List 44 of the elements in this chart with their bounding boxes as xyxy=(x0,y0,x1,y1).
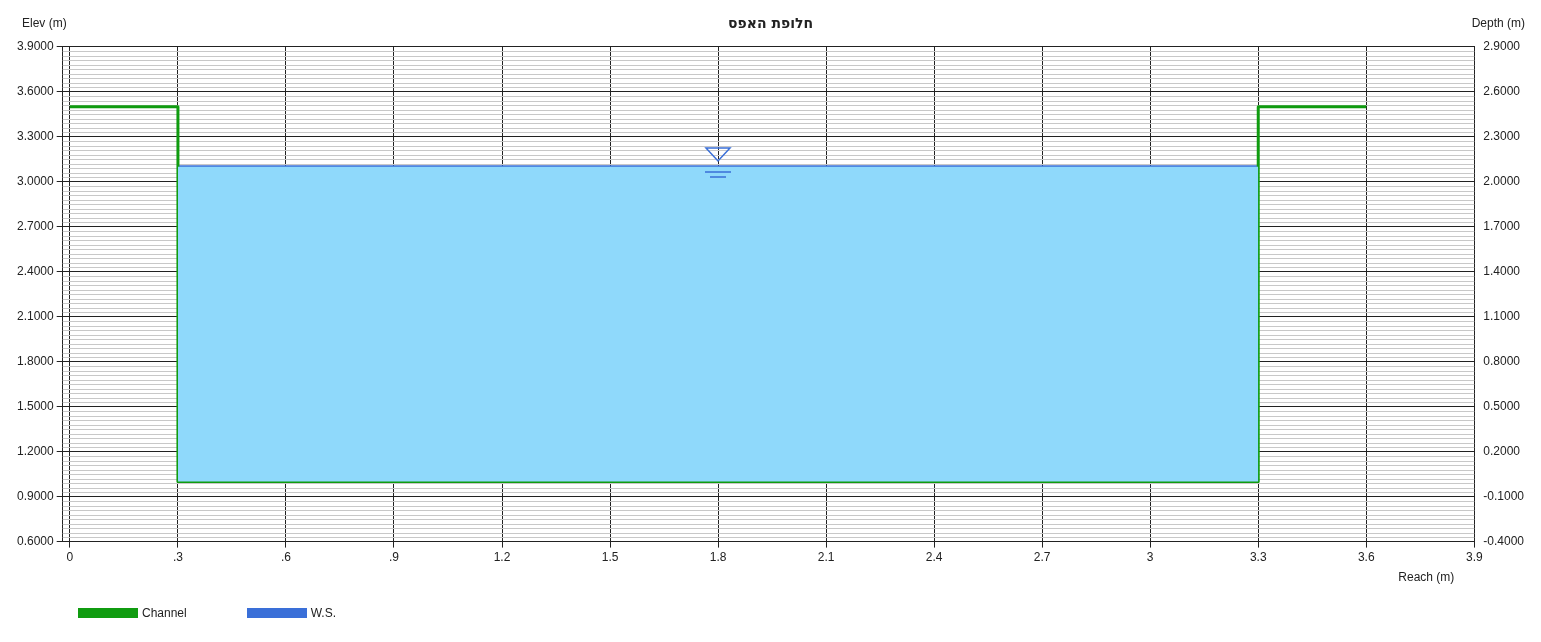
x-tick-label: .6 xyxy=(280,550,292,565)
x-tick-label: 1.2 xyxy=(493,550,511,565)
y-tick-label: 0.6000 xyxy=(17,533,55,548)
x-tick-label: 3.9 xyxy=(1465,550,1483,565)
y2-tick-label: 1.4000 xyxy=(1483,264,1521,279)
y2-tick-label: -0.1000 xyxy=(1483,488,1525,503)
chart-title: חלופת האפס xyxy=(727,15,814,32)
x-tick-label: .9 xyxy=(388,550,400,565)
y2-tick-label: 0.2000 xyxy=(1483,443,1521,458)
y2-tick-label: 2.6000 xyxy=(1483,84,1521,99)
y-tick-label: 2.7000 xyxy=(17,219,55,234)
x-tick-label: 2.4 xyxy=(925,550,943,565)
x-tick-label: 1.8 xyxy=(709,550,727,565)
y2-axis-title: Depth (m) xyxy=(1471,16,1525,31)
y-tick-label: 2.4000 xyxy=(17,264,55,279)
y-tick-label: 0.9000 xyxy=(17,488,55,503)
x-tick-label: 3.3 xyxy=(1249,550,1267,565)
y-tick-label: 1.2000 xyxy=(17,443,55,458)
x-tick-label: 3 xyxy=(1146,550,1154,565)
y-tick-label: 3.9000 xyxy=(17,39,55,54)
y2-tick-label: 0.5000 xyxy=(1483,398,1521,413)
y-axis-title: Elev (m) xyxy=(22,16,67,31)
x-axis-title: Reach (m) xyxy=(1398,569,1455,584)
y-tick-label: 1.8000 xyxy=(17,353,55,368)
y2-tick-label: 2.0000 xyxy=(1483,174,1521,189)
y-tick-label: 3.0000 xyxy=(17,174,55,189)
y-tick-label: 1.5000 xyxy=(17,398,55,413)
x-tick-label: 3.6 xyxy=(1357,550,1375,565)
x-tick-label: 1.5 xyxy=(601,550,619,565)
x-tick-label: .3 xyxy=(172,550,184,565)
x-tick-label: 2.1 xyxy=(817,550,835,565)
x-tick-label: 2.7 xyxy=(1033,550,1051,565)
y2-tick-label: -0.4000 xyxy=(1483,533,1525,548)
y2-tick-label: 1.1000 xyxy=(1483,309,1521,323)
y2-tick-label: 0.8000 xyxy=(1483,353,1521,368)
y-tick-label: 2.1000 xyxy=(17,309,55,323)
y2-tick-label: 2.9000 xyxy=(1483,39,1521,54)
x-tick-label: 0 xyxy=(66,550,74,565)
legend-label: Channel xyxy=(142,606,187,620)
legend-label: W.S. xyxy=(310,606,337,620)
y2-tick-label: 1.7000 xyxy=(1483,219,1521,234)
y-tick-label: 3.6000 xyxy=(17,84,55,99)
y2-tick-label: 2.3000 xyxy=(1483,129,1521,144)
y-tick-label: 3.3000 xyxy=(17,129,55,144)
